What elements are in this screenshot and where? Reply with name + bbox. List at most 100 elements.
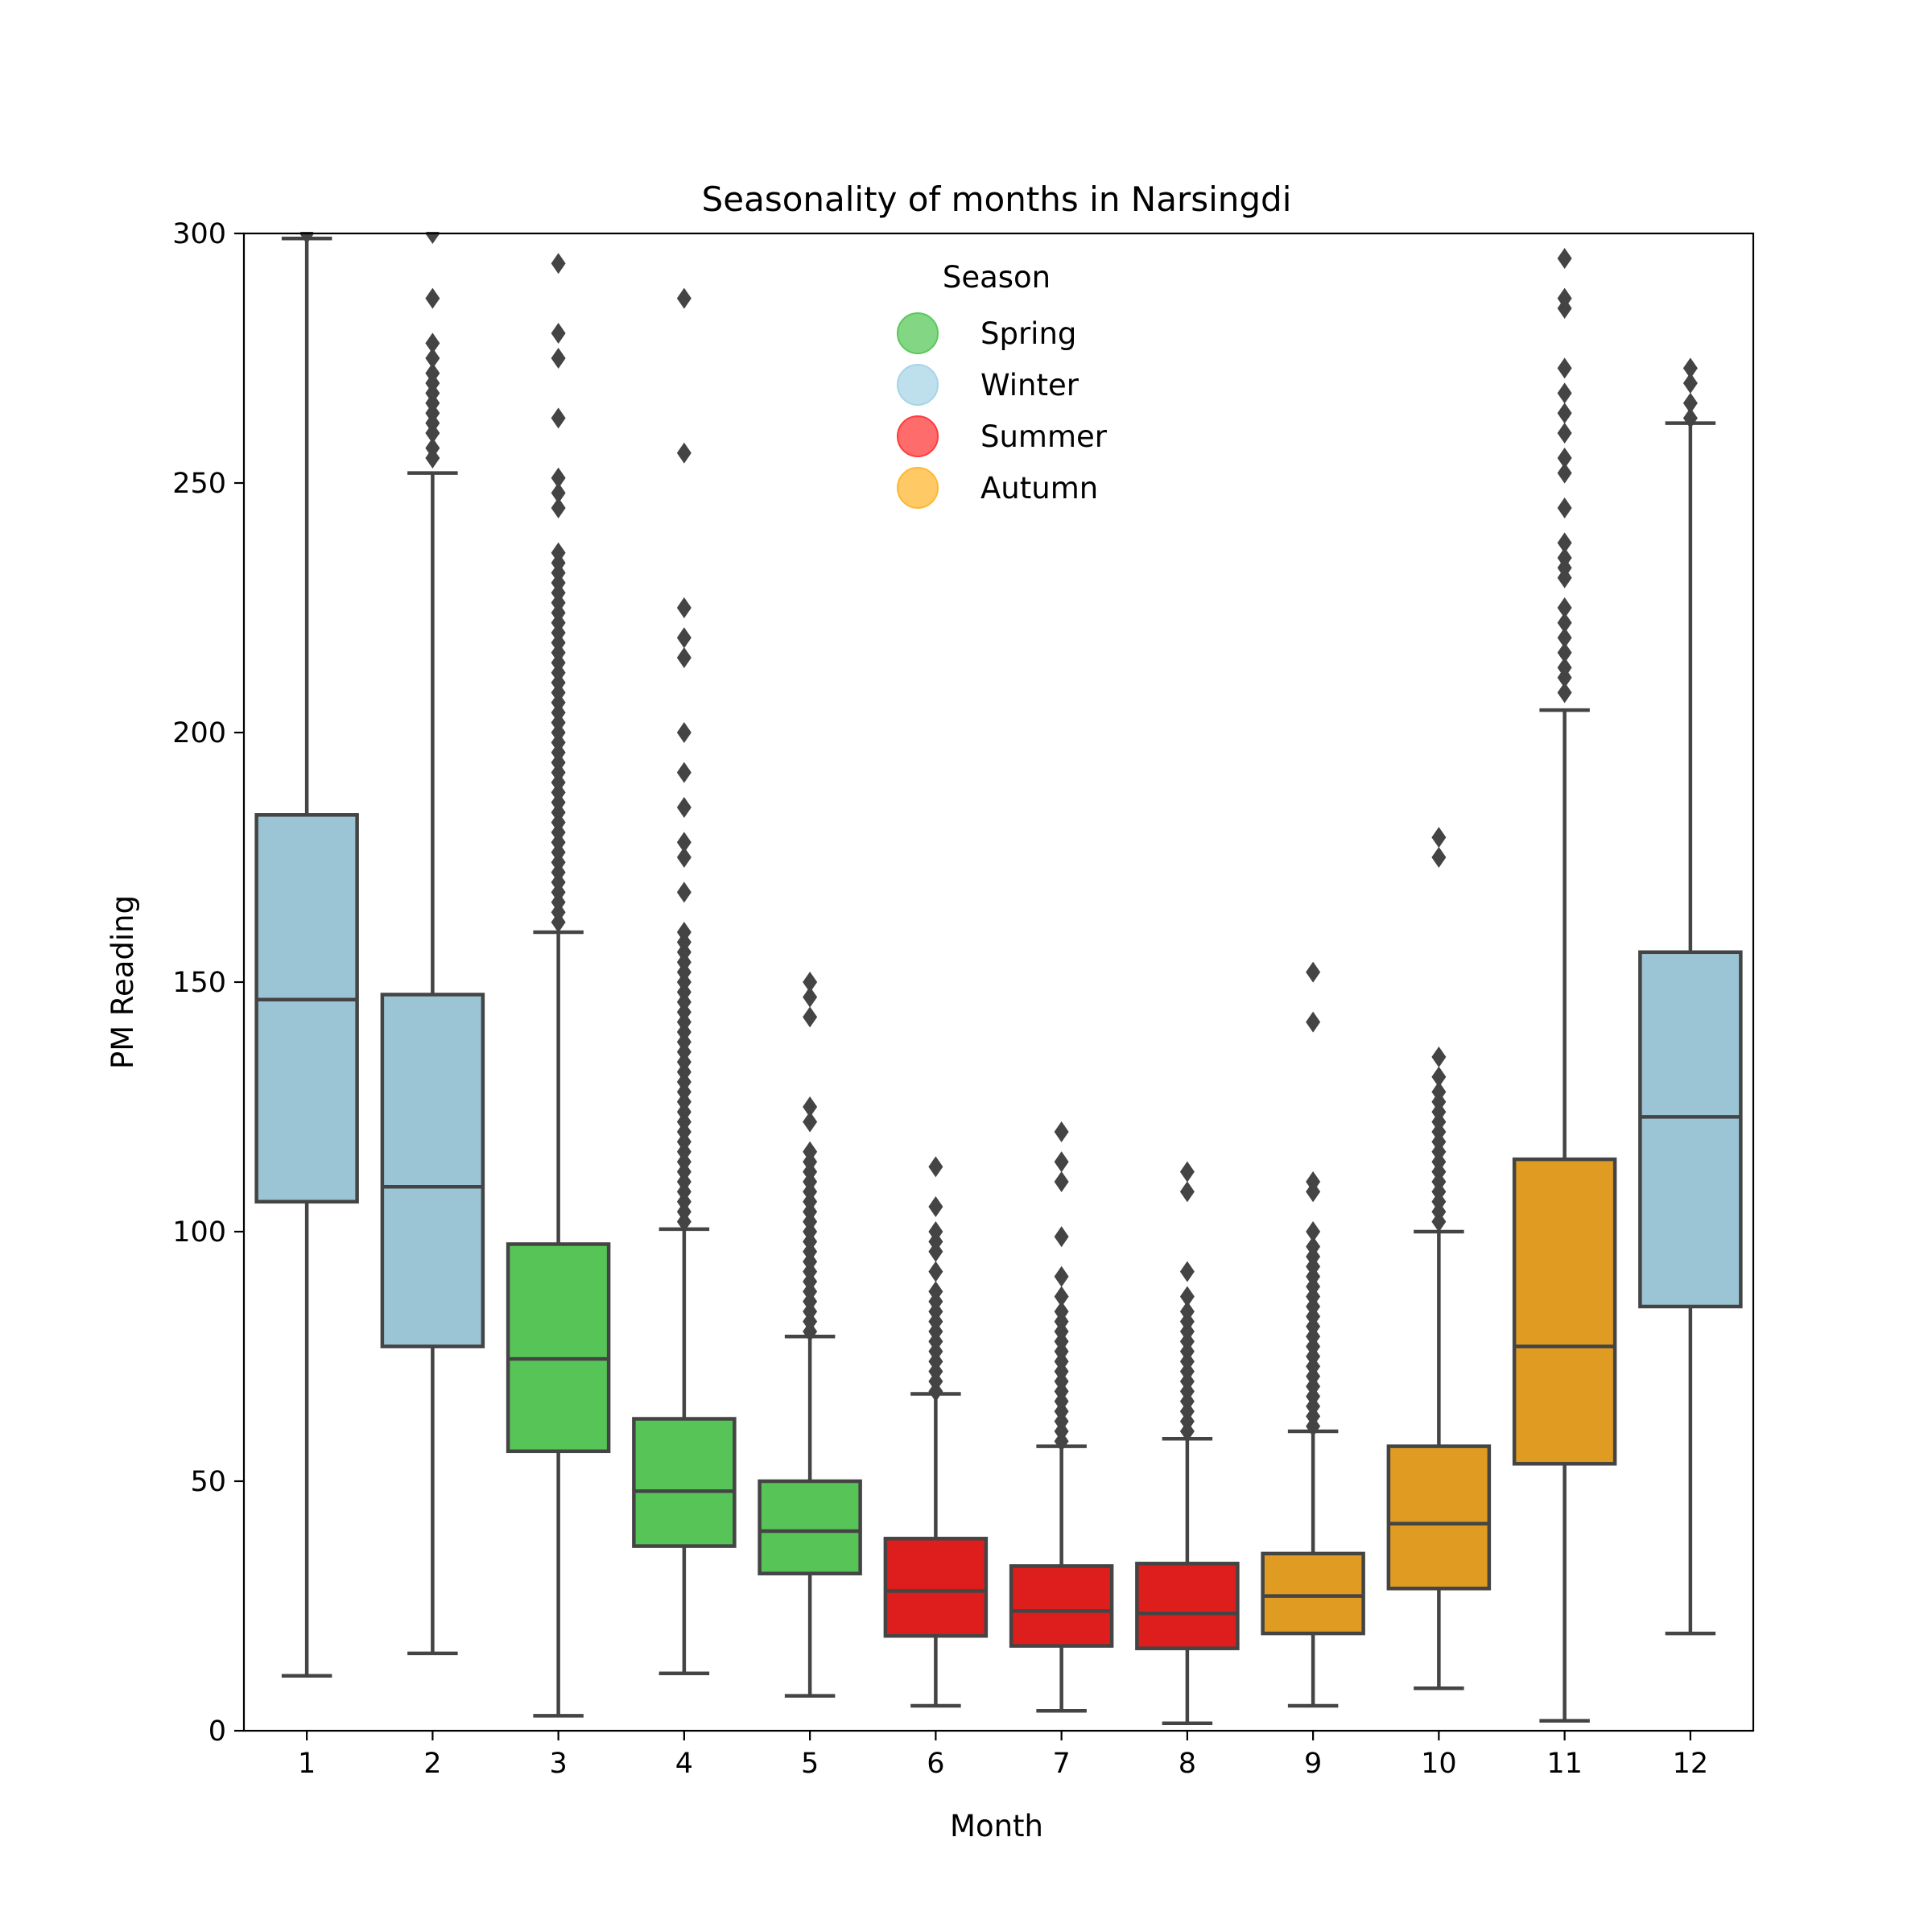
box-month-2 — [380, 232, 485, 1656]
outlier-point — [425, 232, 440, 244]
outlier-point — [676, 881, 691, 903]
outlier-point — [928, 1156, 943, 1178]
iqr-box — [1512, 1157, 1617, 1466]
outlier-point — [1557, 462, 1572, 484]
outlier-point — [1557, 612, 1572, 634]
outlier-point — [1179, 1181, 1195, 1203]
box-month-3 — [506, 253, 611, 1718]
box-month-8 — [1135, 1161, 1240, 1725]
iqr-box — [506, 1242, 611, 1454]
outlier-point — [425, 362, 440, 384]
box-month-6 — [883, 1156, 989, 1708]
legend-marker-summer — [897, 415, 939, 457]
outlier-point — [1054, 1301, 1069, 1323]
outlier-point — [1682, 392, 1698, 414]
outlier-point — [1557, 532, 1572, 554]
outlier-point — [551, 497, 566, 518]
iqr-box — [758, 1479, 862, 1575]
x-tick-label: 5 — [801, 1748, 819, 1780]
outlier-point — [1431, 1081, 1447, 1103]
outlier-point — [803, 1096, 818, 1117]
x-tick-label: 11 — [1546, 1748, 1583, 1780]
outlier-point — [551, 348, 566, 369]
outlier-point — [928, 1196, 943, 1217]
outlier-point — [803, 972, 818, 993]
outlier-point — [1557, 597, 1572, 618]
outlier-point — [1179, 1301, 1195, 1323]
outlier-point — [1682, 357, 1698, 379]
outlier-point — [676, 922, 691, 943]
outlier-point — [425, 287, 440, 309]
iqr-box — [883, 1537, 989, 1638]
x-tick-label: 2 — [423, 1748, 441, 1780]
x-tick-label: 9 — [1304, 1748, 1322, 1780]
outlier-point — [676, 762, 691, 783]
outlier-point — [1431, 827, 1447, 848]
outlier-point — [551, 482, 566, 504]
outlier-point — [1306, 1171, 1321, 1192]
outlier-point — [1557, 357, 1572, 379]
outlier-point — [1557, 497, 1572, 518]
outlier-point — [928, 1281, 943, 1302]
outlier-point — [551, 323, 566, 344]
box-month-5 — [758, 972, 862, 1698]
outlier-point — [1054, 1171, 1069, 1192]
outlier-point — [803, 1111, 818, 1133]
outlier-point — [1557, 657, 1572, 679]
x-tick-label: 8 — [1179, 1748, 1196, 1780]
outlier-point — [425, 348, 440, 369]
plot-area — [254, 232, 1743, 1725]
outlier-point — [928, 1261, 943, 1282]
box-month-9 — [1261, 961, 1365, 1708]
legend-marker-spring — [897, 312, 939, 354]
outlier-point — [676, 797, 691, 818]
legend-marker-winter — [897, 364, 939, 406]
iqr-box — [1135, 1562, 1240, 1650]
y-tick-label: 300 — [172, 218, 226, 250]
outlier-point — [1306, 1011, 1321, 1033]
box-month-7 — [1009, 1121, 1114, 1713]
x-axis-label: Month — [950, 1809, 1043, 1843]
outlier-point — [676, 847, 691, 868]
outlier-point — [676, 627, 691, 649]
outlier-point — [1431, 847, 1447, 868]
x-tick-label: 12 — [1673, 1748, 1709, 1780]
x-tick-label: 4 — [675, 1748, 693, 1780]
legend-marker-autumn — [897, 467, 939, 509]
boxes-group — [254, 232, 1743, 1725]
outlier-point — [1054, 1151, 1069, 1173]
outlier-point — [1306, 1236, 1321, 1257]
iqr-box — [380, 993, 485, 1348]
iqr-box — [1386, 1444, 1492, 1591]
legend-label-summer: Summer — [980, 419, 1108, 454]
outlier-point — [1431, 1066, 1447, 1088]
x-tick-label: 10 — [1421, 1748, 1457, 1780]
outlier-point — [1557, 287, 1572, 309]
outlier-point — [425, 437, 440, 459]
outlier-point — [551, 467, 566, 489]
y-tick-label: 100 — [172, 1216, 226, 1249]
outlier-point — [425, 332, 440, 354]
legend-label-spring: Spring — [980, 316, 1076, 351]
iqr-box — [254, 813, 359, 1204]
outlier-point — [1557, 642, 1572, 663]
outlier-point — [676, 442, 691, 464]
outlier-point — [1306, 961, 1321, 983]
outlier-point — [1179, 1161, 1195, 1183]
outlier-point — [803, 986, 818, 1008]
y-tick-label: 50 — [190, 1466, 226, 1498]
outlier-point — [1557, 423, 1572, 444]
iqr-box — [1638, 950, 1743, 1309]
outlier-point — [1682, 407, 1698, 429]
outlier-point — [1557, 682, 1572, 704]
outlier-point — [676, 597, 691, 618]
x-tick-label: 1 — [298, 1748, 316, 1780]
iqr-box — [1261, 1551, 1365, 1636]
outlier-point — [551, 542, 566, 564]
y-tick-label: 250 — [172, 468, 226, 500]
legend-label-winter: Winter — [980, 368, 1080, 402]
box-month-11 — [1512, 248, 1617, 1723]
outlier-point — [1557, 547, 1572, 568]
outlier-point — [803, 1141, 818, 1162]
